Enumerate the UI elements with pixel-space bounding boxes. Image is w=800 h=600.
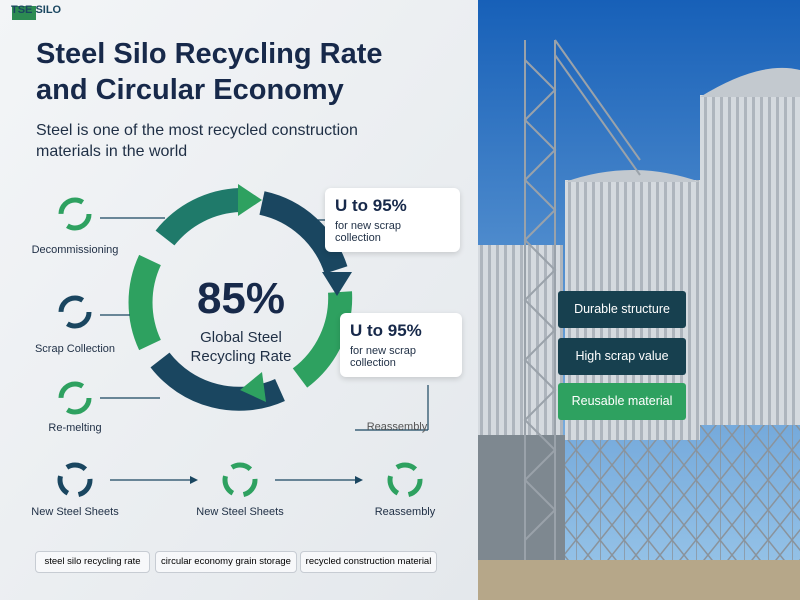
callout: U to 95% for new scrap collection <box>325 188 460 252</box>
tag: recycled construction material <box>300 551 437 573</box>
photo-label: Reusable material <box>558 383 686 420</box>
step-label: Decommissioning <box>31 244 119 256</box>
tag: circular economy grain storage <box>155 551 297 573</box>
callout-note: for new scrap collection <box>350 345 417 369</box>
flow-label: Reassembly <box>374 506 436 518</box>
callout-title: U to 95% <box>335 196 407 215</box>
title: Steel Silo Recycling Rate and Circular E… <box>36 38 383 106</box>
flow-label: New Steel Sheets <box>31 506 119 518</box>
tag: steel silo recycling rate <box>35 551 150 573</box>
callout: U to 95% for new scrap collection <box>340 313 462 377</box>
logo: TSE SILO <box>11 4 62 16</box>
cycle-label: Reassembly <box>366 421 428 433</box>
callout-title: U to 95% <box>350 321 422 340</box>
center-value: 85% <box>196 274 286 323</box>
center-label: Global Steel Recycling Rate <box>190 329 292 365</box>
step-label: Re-melting <box>48 422 102 434</box>
step-label: Scrap Collection <box>34 343 116 355</box>
photo-label: High scrap value <box>558 338 686 375</box>
callout-note: for new scrap collection <box>335 220 402 244</box>
photo-label: Durable structure <box>558 291 686 328</box>
flow-label: New Steel Sheets <box>196 506 284 518</box>
subtitle: Steel is one of the most recycled constr… <box>36 122 358 160</box>
